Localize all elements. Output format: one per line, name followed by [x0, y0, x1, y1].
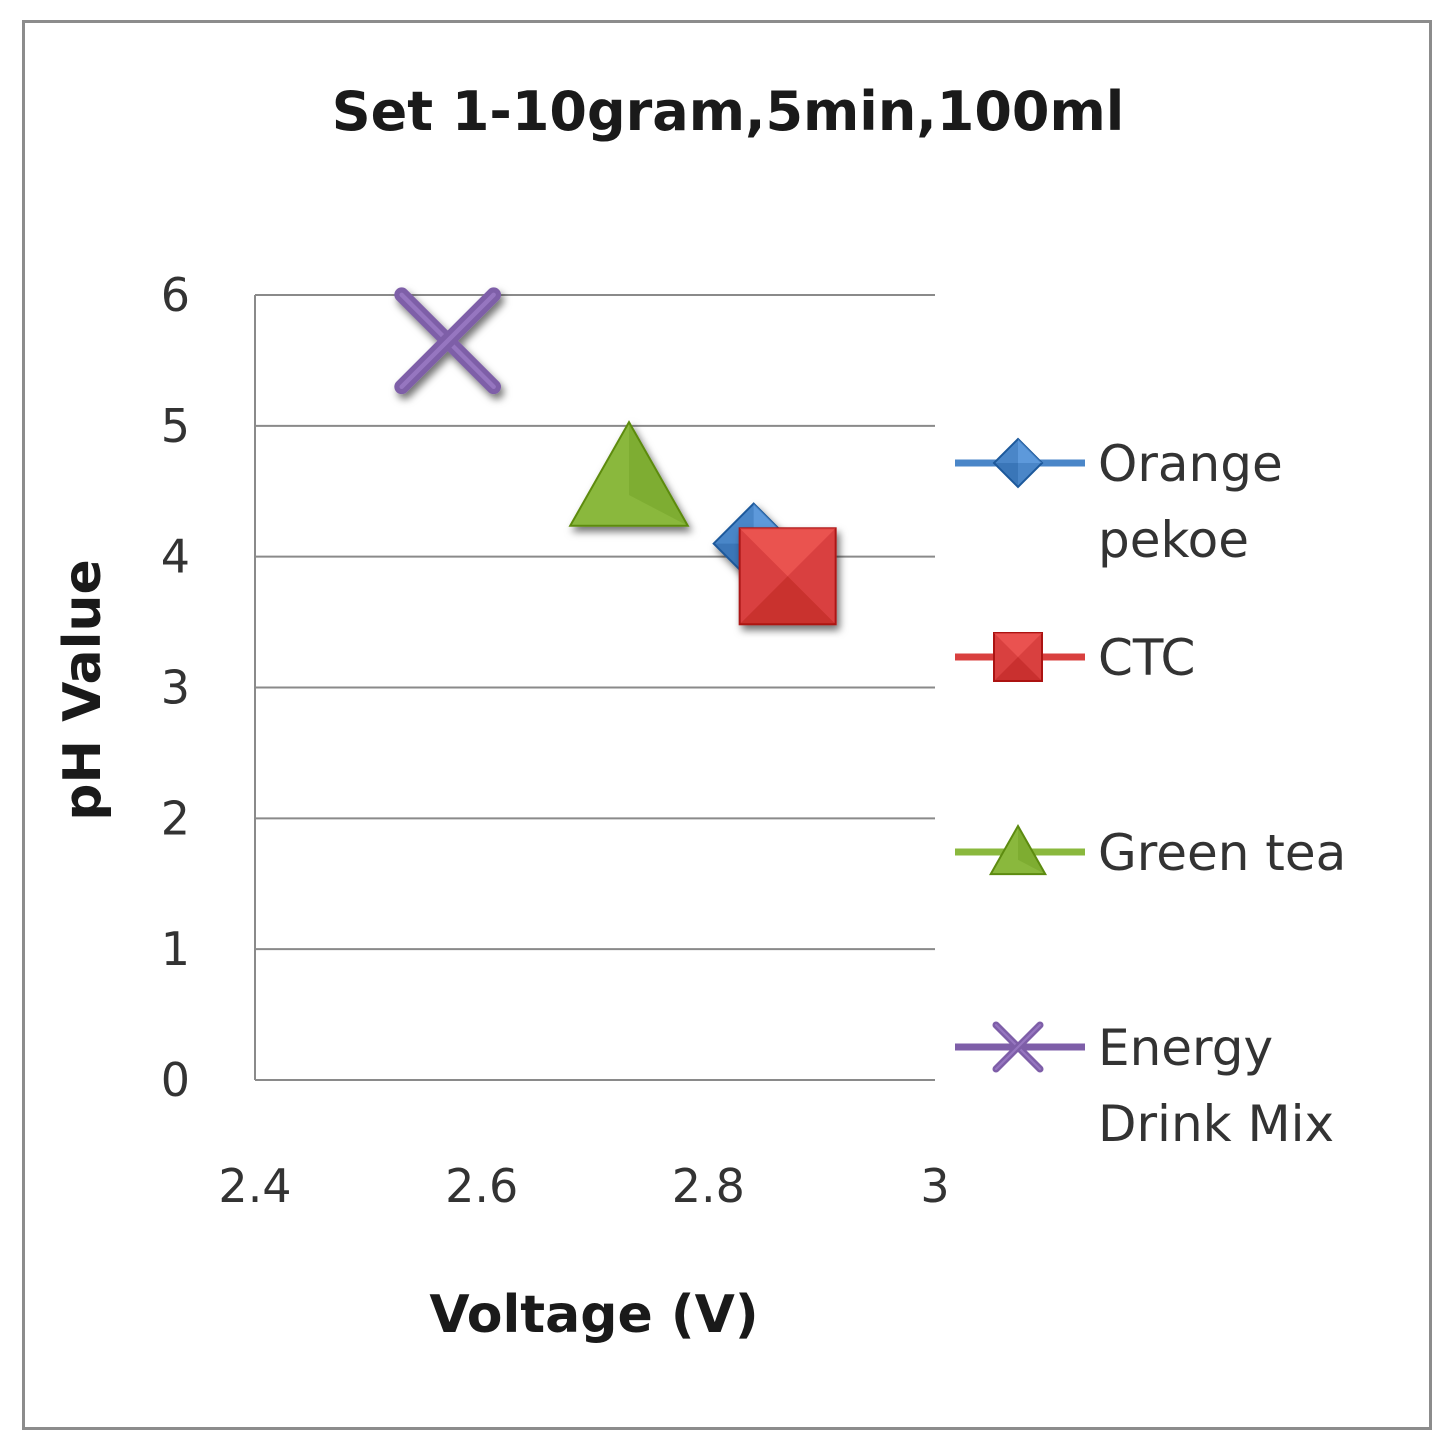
legend-item-green-tea: Green tea — [955, 823, 1346, 882]
x-tick-label: 2.4 — [218, 1159, 291, 1213]
legend-label: pekoe — [1098, 511, 1249, 569]
data-points — [394, 287, 837, 626]
legend-item-orange-pekoe: Orange pekoe — [955, 435, 1283, 569]
x-tick-label: 2.8 — [672, 1159, 745, 1213]
data-point-energy-drink-mix — [394, 287, 502, 395]
legend-label: Energy — [1098, 1019, 1273, 1077]
legend-marker-icon — [988, 823, 1048, 876]
y-tick-label: 5 — [161, 399, 190, 453]
y-tick-label: 6 — [161, 268, 190, 322]
y-tick-label: 2 — [161, 791, 190, 845]
data-point-green-tea — [568, 420, 690, 527]
legend-marker-icon — [992, 437, 1044, 489]
legend-label: Green tea — [1098, 824, 1346, 882]
legend-marker-icon — [992, 1021, 1044, 1073]
legend: Orange pekoe CTC Green tea Energy Drink Mix — [955, 435, 1346, 1153]
x-tick-labels: 2.4 2.6 2.8 3 — [218, 1159, 949, 1213]
y-tick-label: 1 — [161, 922, 190, 976]
y-tick-label: 0 — [161, 1053, 190, 1107]
gridlines — [255, 294, 935, 1081]
legend-item-ctc: CTC — [955, 629, 1195, 687]
data-point-ctc — [738, 527, 837, 626]
chart-frame — [22, 20, 1432, 1430]
y-tick-labels: 0 1 2 3 4 5 6 — [161, 268, 190, 1107]
x-axis-title: Voltage (V) — [429, 1285, 758, 1345]
legend-item-energy-drink-mix: Energy Drink Mix — [955, 1019, 1334, 1153]
y-tick-label: 4 — [161, 530, 190, 584]
legend-label: Orange — [1098, 435, 1283, 493]
y-tick-label: 3 — [161, 661, 190, 715]
legend-marker-icon — [993, 632, 1043, 682]
x-tick-label: 3 — [920, 1159, 949, 1213]
y-axis-title: pH Value — [53, 559, 113, 820]
legend-label: Drink Mix — [1098, 1095, 1334, 1153]
chart-title: Set 1-10gram,5min,100ml — [332, 80, 1125, 143]
x-tick-label: 2.6 — [445, 1159, 518, 1213]
legend-label: CTC — [1098, 629, 1195, 687]
